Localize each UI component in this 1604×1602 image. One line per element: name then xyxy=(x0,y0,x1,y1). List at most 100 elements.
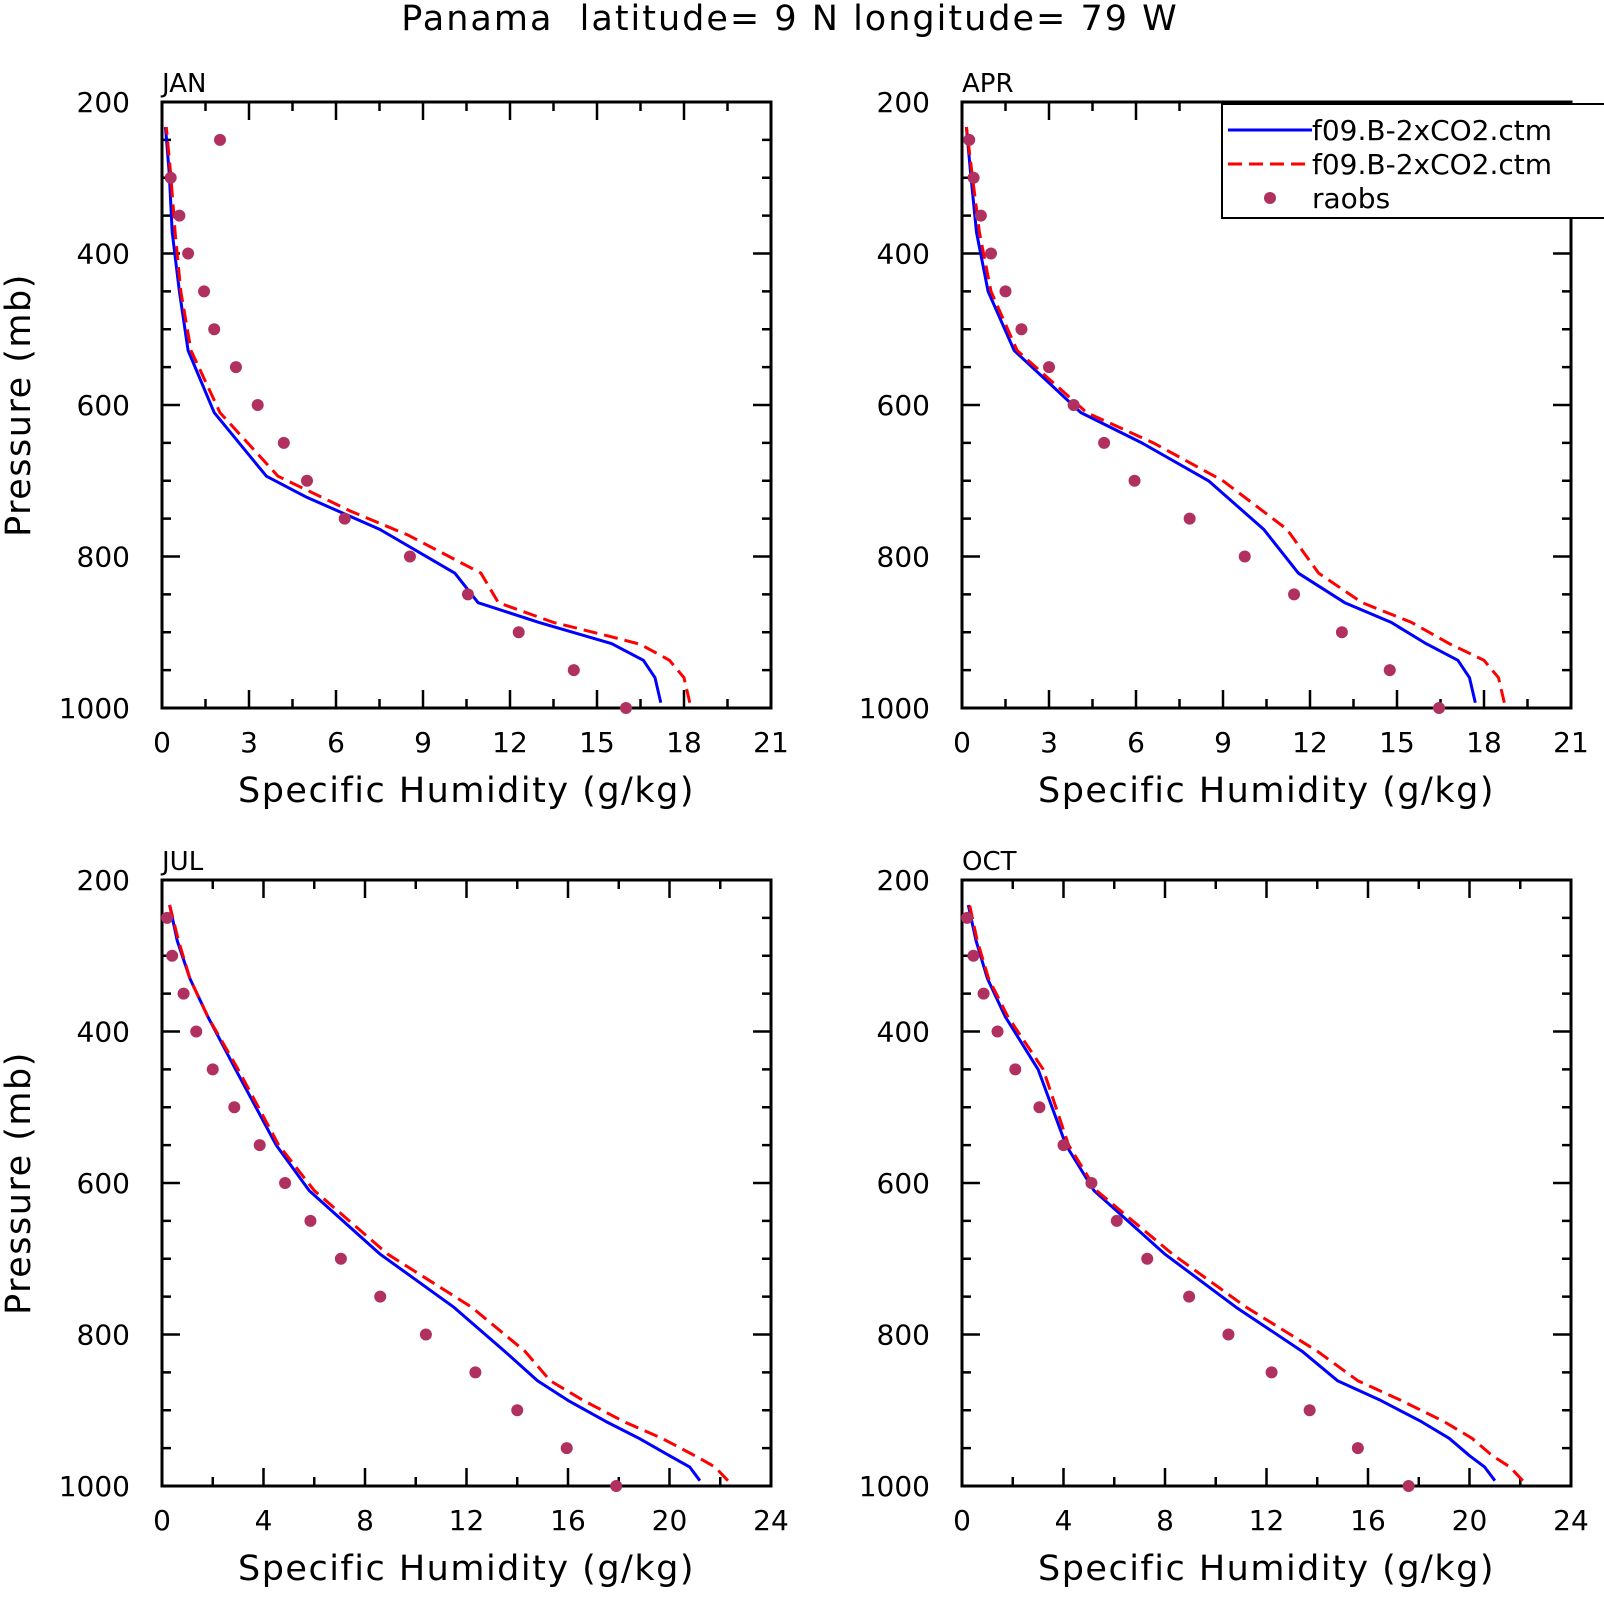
y-tick-label: 400 xyxy=(77,238,130,271)
panel-oct: OCT 0 4 8 12 16 20 24 200 400 600 800 1000 Specific H… xyxy=(859,847,1589,1589)
raobs-point xyxy=(1110,1214,1123,1227)
legend-entry: f09.B-2xCO2.ctm xyxy=(1228,114,1552,147)
raobs-point xyxy=(985,247,997,260)
raobs-point xyxy=(1067,399,1080,411)
y-tick-label: 1000 xyxy=(859,1470,930,1503)
raobs-point xyxy=(511,1404,524,1417)
legend-label: f09.B-2xCO2.ctm xyxy=(1312,114,1552,147)
raobs-point xyxy=(164,171,177,184)
raobs-point xyxy=(974,209,987,222)
series-line-red-dashed xyxy=(168,904,729,1482)
x-tick-label: 18 xyxy=(1466,726,1502,759)
x-tick-label: 6 xyxy=(327,726,345,759)
raobs-point xyxy=(229,361,242,374)
raobs-point xyxy=(1098,436,1111,449)
y-tick-label: 600 xyxy=(877,389,930,422)
x-tick-label: 0 xyxy=(153,726,171,759)
y-tick-label: 200 xyxy=(77,86,130,119)
raobs-point xyxy=(1383,664,1396,677)
raobs-point xyxy=(1351,1442,1364,1455)
raobs-point xyxy=(620,702,632,714)
raobs-point xyxy=(1303,1404,1316,1417)
raobs-point xyxy=(182,247,195,260)
raobs-point xyxy=(991,1025,1004,1038)
raobs-point xyxy=(1141,1252,1154,1265)
y-tick-label: 400 xyxy=(877,238,930,271)
raobs-point xyxy=(251,399,264,411)
series-line-blue-solid xyxy=(966,904,1497,1482)
x-tick-label: 4 xyxy=(1055,1504,1073,1537)
y-tick-label: 600 xyxy=(77,389,130,422)
y-tick-label: 200 xyxy=(877,864,930,897)
raobs-point xyxy=(1288,588,1301,601)
legend-label: f09.B-2xCO2.ctm xyxy=(1312,148,1552,181)
raobs-point xyxy=(1222,1328,1235,1341)
series-line-blue-solid xyxy=(168,904,702,1482)
raobs-point xyxy=(419,1328,432,1341)
y-tick-label: 1000 xyxy=(859,692,930,725)
raobs-point xyxy=(469,1366,482,1379)
x-tick-label: 8 xyxy=(356,1504,374,1537)
panel-title: JUL xyxy=(160,847,204,877)
raobs-point xyxy=(1433,702,1446,714)
raobs-point xyxy=(610,1480,623,1492)
raobs-point xyxy=(1265,1366,1278,1379)
x-tick-label: 0 xyxy=(953,726,971,759)
raobs-point xyxy=(1009,1063,1022,1076)
panel-title: APR xyxy=(962,69,1014,99)
raobs-point xyxy=(301,474,313,487)
y-axis-label: Pressure (mb) xyxy=(0,273,39,537)
raobs-point xyxy=(190,1025,203,1038)
x-tick-label: 12 xyxy=(492,726,528,759)
y-tick-label: 800 xyxy=(877,1319,930,1352)
figure-title: Panama latitude= 9 N longitude= 79 W xyxy=(401,0,1178,39)
raobs-point xyxy=(461,588,474,601)
y-tick-label: 400 xyxy=(77,1016,130,1049)
legend-entry: raobs xyxy=(1264,182,1390,215)
x-tick-label: 16 xyxy=(1350,1504,1386,1537)
x-axis-label: Specific Humidity (g/kg) xyxy=(238,771,695,811)
x-tick-label: 9 xyxy=(414,726,432,759)
series-line-blue-solid xyxy=(964,126,1477,704)
raobs-point xyxy=(208,323,221,336)
raobs-point xyxy=(1402,1480,1415,1492)
raobs-point xyxy=(967,949,980,962)
x-tick-label: 12 xyxy=(1292,726,1328,759)
y-tick-label: 800 xyxy=(77,541,130,574)
raobs-point xyxy=(177,987,190,1000)
legend-marker xyxy=(1264,192,1276,204)
raobs-point xyxy=(1238,550,1251,563)
legend-entry: f09.B-2xCO2.ctm xyxy=(1228,148,1552,181)
raobs-point xyxy=(999,285,1012,298)
raobs-point xyxy=(967,171,980,184)
raobs-point xyxy=(560,1442,573,1455)
y-tick-label: 200 xyxy=(77,864,130,897)
x-tick-label: 15 xyxy=(579,726,615,759)
plot-frame xyxy=(160,878,773,1488)
y-tick-label: 1000 xyxy=(59,1470,130,1503)
raobs-point xyxy=(963,133,976,146)
panel-apr: APR 0 3 6 9 12 15 18 21 200 400 600 800 1000 Specific … xyxy=(859,69,1589,811)
y-tick-label: 800 xyxy=(77,1319,130,1352)
x-tick-label: 24 xyxy=(1553,1504,1589,1537)
y-tick-label: 400 xyxy=(877,1016,930,1049)
series-line-red-dashed xyxy=(964,126,1506,704)
panel-title: JAN xyxy=(160,69,206,99)
y-axis-label: Pressure (mb) xyxy=(0,1051,39,1315)
raobs-point xyxy=(1015,323,1028,336)
panel-title: OCT xyxy=(962,847,1017,877)
y-tick-label: 600 xyxy=(77,1167,130,1200)
raobs-point xyxy=(161,911,174,924)
legend-box xyxy=(1221,103,1604,219)
x-tick-label: 21 xyxy=(753,726,789,759)
raobs-point xyxy=(1183,1290,1196,1303)
x-tick-label: 18 xyxy=(666,726,702,759)
raobs-point xyxy=(198,285,211,298)
raobs-point xyxy=(512,626,525,639)
raobs-point xyxy=(374,1290,387,1303)
raobs-point xyxy=(228,1101,241,1114)
raobs-point xyxy=(567,664,580,677)
x-tick-label: 12 xyxy=(449,1504,485,1537)
raobs-point xyxy=(173,209,186,222)
